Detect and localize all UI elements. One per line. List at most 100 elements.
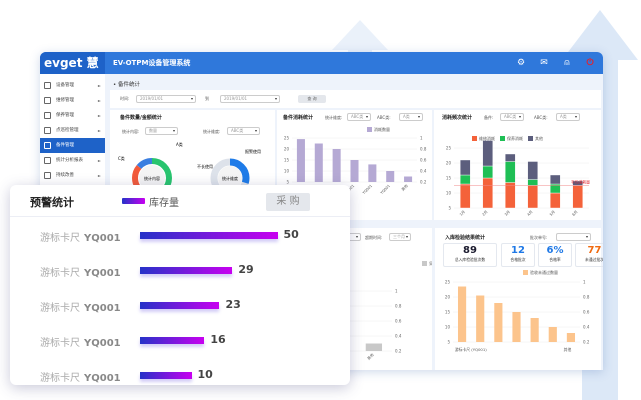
dim-label: 统计维度: — [325, 115, 343, 120]
x-tick-label: 游标卡尺 (YQ001) — [455, 347, 487, 352]
mail-icon[interactable]: ✉ — [540, 58, 548, 68]
y-tick-label: 20 — [445, 295, 451, 300]
consume-chart: 251200.8150.6100.450.2YQ001YQ001YQ001其他消… — [284, 126, 427, 195]
stock-value: 10 — [197, 368, 213, 381]
breadcrumb: • 备件统计 — [113, 82, 141, 88]
sidebar-item[interactable]: 维修管理 ► — [40, 93, 105, 108]
row-label: 游标卡尺 YQ001 — [40, 268, 121, 279]
bar — [314, 143, 323, 182]
sidebar-item[interactable]: 持续改善 ► — [40, 168, 105, 183]
part-select[interactable]: ABC类 — [500, 113, 524, 121]
sidebar-item-label: 设备管理 — [56, 83, 74, 88]
sidebar-item[interactable]: 点巡检管理 ► — [40, 123, 105, 138]
row-label: 游标卡尺 YQ001 — [40, 303, 121, 314]
y2-tick-label: 1 — [420, 136, 423, 141]
power-icon[interactable]: ⏻ — [586, 58, 594, 68]
bar — [365, 343, 383, 351]
panel-title: 入库检验结果统计 — [445, 235, 486, 241]
bar-segment — [482, 140, 494, 167]
stock-bar — [140, 267, 233, 274]
bar — [368, 164, 377, 182]
batch-select[interactable] — [556, 233, 591, 241]
bar-segment — [527, 179, 539, 186]
legend-label: 库存量 — [149, 198, 179, 209]
gear-icon[interactable]: ⚙ — [516, 58, 526, 68]
y-tick-label: 15 — [284, 158, 290, 163]
over-label: 超期时间: — [365, 235, 383, 240]
sidebar-item[interactable]: 设备管理 ► — [40, 78, 105, 93]
y2-tick-label: 0.8 — [583, 295, 590, 300]
purchase-button[interactable]: 采 购 — [266, 193, 310, 211]
x-tick-label: 4月 — [526, 209, 534, 217]
row-label: 游标卡尺 YQ001 — [40, 373, 121, 384]
warning-card: 预警统计 库存量 采 购 游标卡尺 YQ001 50 游标卡尺 YQ001 29 游标卡… — [10, 185, 350, 385]
y2-tick-label: 0.2 — [395, 349, 402, 354]
to-label: 到 — [205, 96, 209, 101]
stat-label: 总入库检验批次数 — [454, 257, 486, 262]
legend-swatch — [528, 136, 533, 141]
bar-segment — [459, 159, 471, 176]
bar — [512, 312, 521, 342]
menu-icon — [44, 157, 51, 164]
sidebar-item-label: 点巡检管理 — [56, 128, 79, 133]
bar-segment — [504, 182, 516, 209]
sidebar-item[interactable]: 保养管理 ► — [40, 108, 105, 123]
bar — [476, 295, 485, 342]
legend-label: 验收未通过数量 — [530, 270, 558, 275]
donut-label-c: C类 — [118, 155, 125, 161]
y-tick-label: 5 — [447, 340, 450, 345]
bar — [494, 303, 503, 342]
x-tick-label: 其他 — [564, 347, 572, 352]
y2-tick-label: 0.8 — [420, 147, 427, 152]
y-tick-label: 25 — [284, 136, 290, 141]
x-tick-label: 6月 — [571, 209, 579, 217]
sidebar-item[interactable]: 备件管理 — [40, 138, 105, 153]
bar-segment — [482, 177, 494, 209]
dim-select[interactable]: ABC类 — [347, 113, 371, 121]
panel-inspection: 入库检验结果统计 批次单号: 89总入库检验批次数12合格批次6%合格率77未通… — [435, 228, 603, 370]
sidebar-item-label: 维修管理 — [56, 98, 74, 103]
bar-segment — [527, 185, 539, 209]
query-button[interactable]: 查 询 — [298, 95, 326, 103]
batch-label: 批次单号: — [530, 235, 548, 240]
content-select[interactable]: 数量 — [145, 127, 178, 135]
stock-bar — [140, 372, 192, 379]
panel-consume-frequency: 消耗频次统计 备件: ABC类 ABC类: A类 25 20 15 10 5 1月 2月 3月… — [434, 110, 601, 220]
cls-select[interactable]: A类 — [399, 113, 423, 121]
filter-bar: 时间: 2019/01/01 到 2019/01/01 查 询 — [110, 90, 601, 108]
y-tick-label: 15 — [446, 176, 452, 181]
x-tick-label: 1月 — [458, 209, 466, 217]
sidebar-item[interactable]: 统计分析报表 ► — [40, 153, 105, 168]
x-tick-label: 2月 — [481, 209, 489, 217]
panel-part-consume: 备件消耗统计 统计维度: ABC类 ABC类: A类 25 1 20 0.8 15 0.6… — [277, 110, 432, 220]
date-to-input[interactable]: 2019/01/01 — [220, 95, 280, 103]
dim-select[interactable]: ABC类 — [227, 127, 260, 135]
bar — [296, 139, 305, 182]
cls-select[interactable]: A类 — [556, 113, 580, 121]
content-label: 统计内容: — [122, 129, 140, 134]
mean-line-label: 平均消耗量 — [571, 180, 590, 185]
panel-title: 消耗频次统计 — [442, 115, 473, 121]
bar-segment — [459, 174, 471, 185]
over-select[interactable]: 三个月 — [389, 233, 411, 241]
divider — [10, 216, 350, 217]
stock-bar — [140, 232, 278, 239]
y-tick-label: 10 — [445, 325, 451, 330]
y2-tick-label: 1 — [583, 280, 586, 285]
y2-tick-label: 0.4 — [420, 169, 427, 174]
user-icon[interactable]: ⍝ — [564, 58, 570, 68]
date-from-input[interactable]: 2019/01/01 — [136, 95, 196, 103]
menu-icon — [44, 172, 51, 179]
part-label: 备件: — [484, 115, 494, 120]
top-header: evget 慧都 EV-OTPM设备管理系统 ⚙ ✉ ⍝ ⏻ — [40, 52, 603, 92]
legend-swatch — [472, 136, 477, 141]
x-tick-label: YQ001 — [362, 184, 373, 195]
stock-value: 29 — [238, 263, 254, 276]
stat-label: 未通过批次 — [585, 257, 603, 262]
bar-segment — [549, 192, 561, 209]
caret-right-icon: ► — [97, 113, 101, 118]
legend-swatch — [422, 261, 427, 266]
y-tick-label: 10 — [446, 191, 452, 196]
stat-box: 6% 合格率 — [538, 243, 572, 267]
bar-segment — [504, 153, 516, 162]
